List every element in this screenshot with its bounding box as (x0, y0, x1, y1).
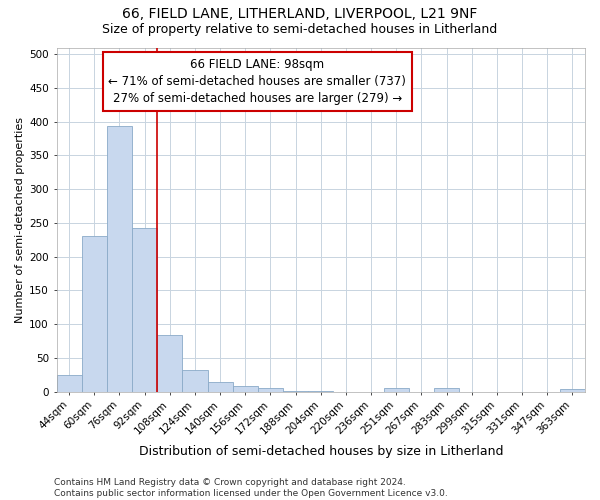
Bar (82, 236, 107, 392)
Bar (283, 391, 308, 392)
Text: Size of property relative to semi-detached houses in Litherland: Size of property relative to semi-detach… (103, 22, 497, 36)
Bar (182, 370, 208, 392)
Bar (208, 382, 233, 392)
Bar (233, 386, 258, 392)
Bar (560, 389, 585, 392)
X-axis label: Distribution of semi-detached houses by size in Litherland: Distribution of semi-detached houses by … (139, 444, 503, 458)
Bar (434, 388, 459, 392)
Bar (383, 388, 409, 392)
Bar (308, 391, 334, 392)
Text: 66 FIELD LANE: 98sqm
← 71% of semi-detached houses are smaller (737)
27% of semi: 66 FIELD LANE: 98sqm ← 71% of semi-detac… (109, 58, 406, 105)
Text: 66, FIELD LANE, LITHERLAND, LIVERPOOL, L21 9NF: 66, FIELD LANE, LITHERLAND, LIVERPOOL, L… (122, 8, 478, 22)
Bar (132, 228, 157, 392)
Bar (56, 376, 82, 392)
Y-axis label: Number of semi-detached properties: Number of semi-detached properties (15, 116, 25, 322)
Bar (107, 126, 132, 392)
Bar (258, 388, 283, 392)
Text: Contains HM Land Registry data © Crown copyright and database right 2024.
Contai: Contains HM Land Registry data © Crown c… (54, 478, 448, 498)
Bar (157, 335, 182, 392)
